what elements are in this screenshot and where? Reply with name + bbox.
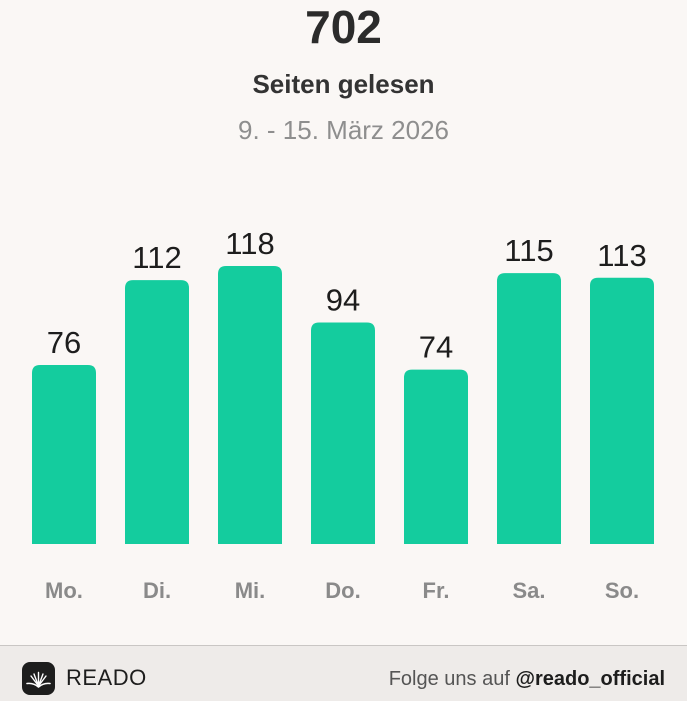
data-label: 112 (132, 240, 181, 275)
total-pages: 702 (305, 1, 382, 53)
category-label: Fr. (423, 578, 450, 603)
category-label: Mi. (235, 578, 266, 603)
category-label: Mo. (45, 578, 83, 603)
bar-group: 113 So. (590, 238, 654, 603)
category-label: Do. (325, 578, 360, 603)
social-handle-link[interactable]: @reado_official (515, 668, 665, 690)
data-label: 94 (326, 283, 360, 318)
bar (125, 280, 189, 544)
data-label: 115 (504, 233, 553, 268)
date-range: 9. - 15. März 2026 (238, 115, 449, 145)
bar-chart: 76 Mo. 112 Di. 118 Mi. 94 Do. 74 Fr. 115 Sa. 113 So. (32, 226, 654, 603)
data-label: 76 (47, 325, 81, 360)
brand-name: READO (66, 665, 147, 690)
bar (497, 273, 561, 544)
data-label: 113 (597, 238, 646, 273)
bar-group: 74 Fr. (404, 330, 468, 603)
bar-group: 115 Sa. (497, 233, 561, 603)
pages-label: Seiten gelesen (252, 69, 435, 99)
open-book-icon (26, 671, 51, 688)
bar (311, 322, 375, 544)
bar (590, 277, 654, 544)
data-label: 74 (419, 330, 453, 365)
data-label: 118 (225, 226, 274, 261)
bar (32, 364, 96, 544)
reado-logo[interactable] (22, 662, 55, 695)
category-label: So. (605, 578, 639, 603)
category-label: Sa. (512, 578, 545, 603)
bar (404, 369, 468, 544)
bar-group: 76 Mo. (32, 325, 96, 603)
bar (218, 266, 282, 544)
follow-text: Folge uns auf @reado_official (389, 665, 665, 693)
footer: READO Folge uns auf @reado_official (0, 645, 687, 701)
category-label: Di. (143, 578, 171, 603)
follow-prefix: Folge uns auf (388, 668, 510, 690)
bar-group: 118 Mi. (218, 226, 282, 603)
bar-group: 112 Di. (125, 240, 189, 603)
bar-group: 94 Do. (311, 283, 375, 603)
